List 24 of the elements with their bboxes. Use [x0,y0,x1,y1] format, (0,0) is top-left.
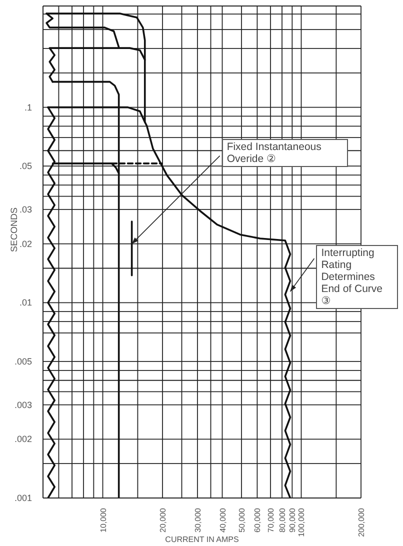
x-tick-label: 50,000 [237,507,246,532]
y-tick-label: .01 [19,298,32,308]
x-tick-label: 200,000 [357,507,366,537]
x-tick-label: 100,000 [297,507,306,537]
x-tick-label: 30,000 [193,507,202,532]
y-tick-label: .003 [14,400,32,410]
x-tick-label: 20,000 [158,507,168,532]
x-tick-label: 90,000 [288,507,298,532]
x-tick-label: 40,000 [218,507,228,532]
y-tick-label: .05 [19,161,32,172]
y-tick-label: .02 [19,238,32,249]
x-tick-label: 70,000 [266,507,276,532]
y-tick-label: .1 [24,102,32,112]
x-axis-title: CURRENT IN AMPS [165,535,239,544]
y-axis-title: SECONDS [9,207,20,252]
x-tick-label: 80,000 [278,507,288,532]
y-tick-label: .005 [14,356,32,366]
y-tick-label: .03 [19,204,32,214]
annotation: Interrupting Rating Determines End of Curve ③ [316,244,398,309]
y-tick-label: .001 [14,493,32,503]
x-tick-label: 10,000 [98,507,108,532]
x-tick-label: 60,000 [253,507,262,532]
y-tick-label: .002 [14,434,32,444]
annotation: Fixed Instantaneous Overide ② [222,138,348,167]
